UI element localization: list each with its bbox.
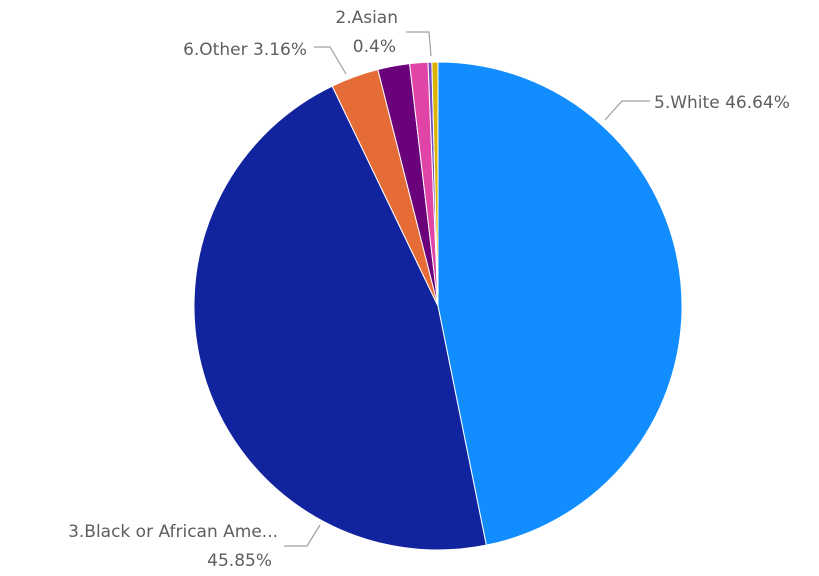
label-asian-name: 2.Asian bbox=[335, 8, 398, 28]
leader-other bbox=[314, 46, 347, 75]
label-other: 6.Other 3.16% bbox=[183, 40, 307, 60]
pie-slice-0[interactable] bbox=[437, 61, 683, 546]
leader-black bbox=[284, 524, 321, 547]
leader-white bbox=[604, 100, 650, 121]
label-black-name: 3.Black or African Ame... bbox=[68, 522, 278, 542]
pie-slice-6[interactable] bbox=[431, 61, 439, 307]
label-black-pct: 45.85% bbox=[207, 551, 272, 571]
label-white: 5.White 46.64% bbox=[654, 93, 790, 113]
pie-slice-1[interactable] bbox=[193, 85, 487, 551]
pie-slices bbox=[193, 61, 683, 551]
label-asian-pct: 0.4% bbox=[353, 37, 396, 57]
leader-asian bbox=[406, 31, 432, 57]
